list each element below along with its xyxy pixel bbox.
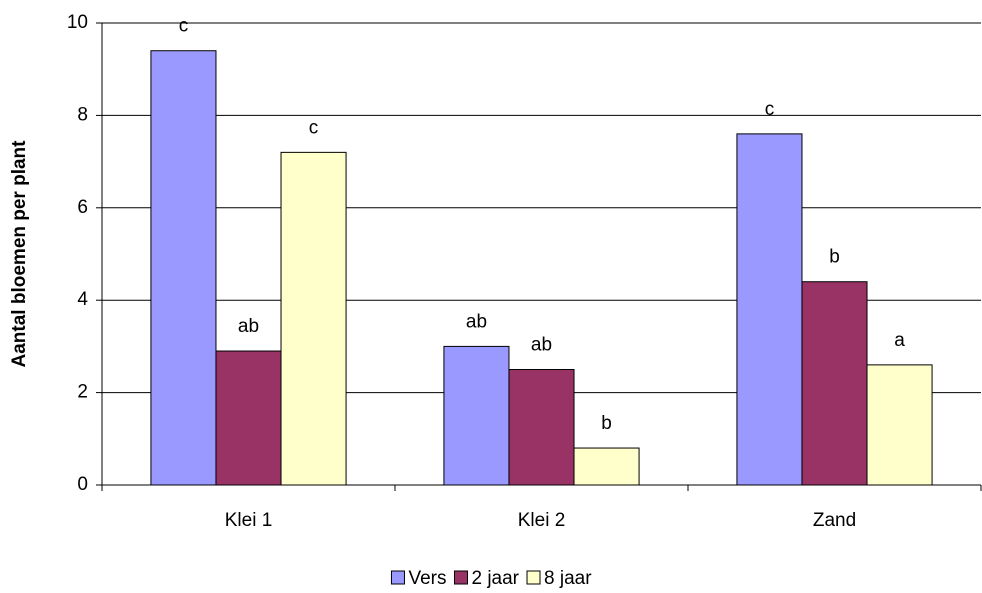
- bar: [736, 133, 803, 486]
- annotation: b: [829, 247, 840, 268]
- legend-swatch: [453, 570, 468, 585]
- bar: [443, 345, 510, 486]
- annotation: ab: [466, 311, 487, 332]
- annotation: c: [765, 99, 775, 120]
- y-tick-label: 0: [77, 474, 88, 495]
- annotation: c: [309, 117, 319, 138]
- bar: [150, 50, 217, 486]
- legend-swatch: [390, 570, 405, 585]
- bar: [866, 364, 933, 486]
- legend-swatch: [526, 570, 541, 585]
- bar: [280, 151, 347, 486]
- legend-label: Vers: [408, 568, 446, 589]
- annotation: c: [179, 16, 189, 37]
- x-tick-label: Klei 2: [518, 510, 566, 531]
- annotation: b: [601, 413, 612, 434]
- annotation: a: [894, 330, 905, 351]
- bar: [215, 350, 282, 486]
- legend-label: 8 jaar: [544, 568, 592, 589]
- y-tick-label: 10: [67, 12, 88, 33]
- x-tick-label: Klei 1: [225, 510, 273, 531]
- bar: [801, 281, 868, 486]
- y-axis-label: Aantal bloemen per plant: [9, 140, 30, 368]
- annotation: ab: [238, 316, 259, 337]
- y-tick-label: 6: [77, 197, 88, 218]
- y-tick-label: 2: [77, 382, 88, 403]
- x-tick-label: Zand: [813, 510, 856, 531]
- y-tick-label: 4: [77, 289, 88, 310]
- bar: [508, 369, 575, 486]
- legend-label: 2 jaar: [471, 568, 519, 589]
- bar: [573, 447, 640, 486]
- annotation: ab: [531, 335, 552, 356]
- y-tick-label: 8: [77, 104, 88, 125]
